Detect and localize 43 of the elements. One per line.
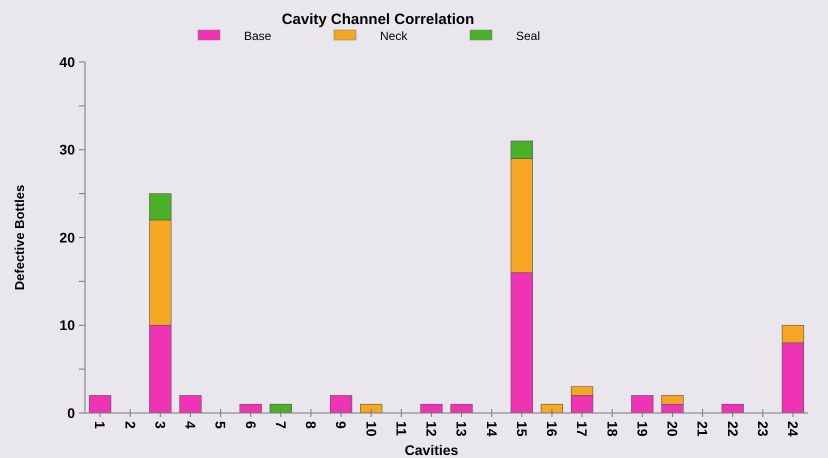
legend-label: Neck <box>380 29 408 43</box>
x-tick-label: 20 <box>664 421 681 437</box>
x-tick-label: 22 <box>724 421 741 437</box>
x-tick-label: 17 <box>574 421 590 437</box>
bar <box>722 404 744 414</box>
x-tick-label: 4 <box>182 421 199 429</box>
x-tick-label: 7 <box>272 421 289 429</box>
x-tick-label: 23 <box>754 421 771 437</box>
y-tick-label: 10 <box>59 317 76 334</box>
x-axis-title: Cavities <box>404 442 459 458</box>
x-tick-label: 16 <box>544 421 560 437</box>
legend-label: Base <box>244 29 272 43</box>
x-tick-label: 1 <box>92 421 108 429</box>
bar <box>270 404 292 414</box>
x-tick-label: 5 <box>212 421 229 429</box>
bar <box>179 395 202 414</box>
chart-title: Cavity Channel Correlation <box>282 11 474 28</box>
bar <box>240 404 262 414</box>
x-tick-label: 18 <box>604 421 620 437</box>
bar <box>330 395 352 414</box>
y-tick-label: 40 <box>59 54 76 70</box>
x-tick-label: 21 <box>694 421 711 437</box>
bar <box>88 395 112 414</box>
y-axis-title: Defective Bottles <box>12 184 27 290</box>
bar <box>360 404 382 414</box>
y-tick-label: 20 <box>59 229 76 246</box>
x-tick-label: 13 <box>454 421 470 437</box>
x-tick-label: 2 <box>122 421 138 429</box>
x-tick-label: 24 <box>785 421 802 437</box>
x-tick-label: 6 <box>242 421 259 429</box>
x-tick-label: 19 <box>634 421 650 437</box>
legend-label: Seal <box>516 29 540 43</box>
x-tick-label: 15 <box>514 421 530 437</box>
y-tick-label: 30 <box>59 142 76 158</box>
x-tick-label: 8 <box>303 421 320 429</box>
y-tick-label: 0 <box>67 404 76 421</box>
x-tick-label: 14 <box>484 421 500 437</box>
bar <box>631 395 654 414</box>
x-tick-label: 12 <box>424 421 440 437</box>
x-tick-label: 3 <box>152 421 168 429</box>
x-tick-label: 10 <box>363 421 380 437</box>
x-tick-label: 11 <box>393 421 410 436</box>
x-tick-label: 9 <box>333 421 350 429</box>
